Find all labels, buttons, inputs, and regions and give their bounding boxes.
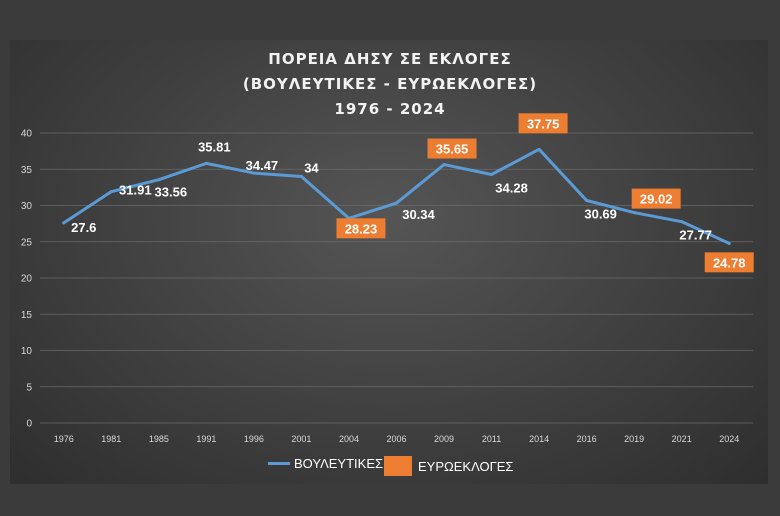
x-tick-label: 1985 — [149, 434, 169, 444]
data-label: 35.65 — [436, 142, 469, 157]
x-tick-label: 2019 — [624, 434, 644, 444]
data-point — [299, 175, 303, 178]
x-tick-label: 2021 — [672, 434, 692, 444]
legend-label-euro: ΕΥΡΩΕΚΛΟΓΕΣ — [418, 458, 514, 474]
y-tick-label: 20 — [21, 274, 33, 285]
data-point — [442, 163, 446, 167]
y-tick-label: 15 — [21, 310, 33, 321]
data-label: 27.77 — [679, 228, 712, 243]
data-label-box — [336, 218, 386, 239]
x-tick-label: 2001 — [291, 434, 311, 444]
data-label-box — [704, 252, 754, 273]
legend: ΒΟΥΛΕΥΤΙΚΕΣ ΕΥΡΩΕΚΛΟΓΕΣ — [0, 456, 780, 476]
data-point — [109, 190, 113, 194]
legend-label-parliamentary: ΒΟΥΛΕΥΤΙΚΕΣ — [294, 456, 384, 471]
data-point — [632, 211, 636, 215]
legend-item-euro: ΕΥΡΩΕΚΛΟΓΕΣ — [384, 456, 513, 476]
data-label: 27.6 — [71, 220, 96, 235]
y-tick-label: 35 — [21, 165, 33, 176]
x-tick-label: 1991 — [196, 434, 216, 444]
data-label: 30.34 — [402, 207, 435, 222]
x-tick-label: 1996 — [244, 434, 264, 444]
x-tick-label: 1981 — [101, 434, 121, 444]
data-label-box — [427, 138, 477, 159]
data-point — [252, 171, 256, 175]
chart-background — [10, 40, 768, 484]
data-point — [727, 241, 731, 245]
data-label: 31.91 — [119, 183, 152, 198]
legend-box-swatch — [384, 456, 412, 476]
data-label: 24.78 — [713, 255, 746, 270]
legend-line-swatch — [268, 462, 290, 465]
y-tick-label: 5 — [26, 382, 32, 393]
y-tick-label: 10 — [21, 346, 33, 357]
data-point — [585, 198, 589, 202]
x-tick-label: 2004 — [339, 434, 359, 444]
y-tick-label: 25 — [21, 237, 33, 248]
data-point — [204, 161, 208, 165]
y-tick-label: 0 — [26, 419, 32, 430]
data-label: 28.23 — [345, 221, 378, 236]
data-label-box — [631, 188, 681, 209]
data-label: 37.75 — [527, 116, 560, 131]
data-label-box — [518, 113, 568, 134]
data-label: 34.28 — [495, 180, 528, 195]
x-tick-label: 2009 — [434, 434, 454, 444]
y-tick-label: 30 — [21, 201, 33, 212]
x-tick-label: 1976 — [54, 434, 74, 444]
legend-item-parliamentary: ΒΟΥΛΕΥΤΙΚΕΣ — [268, 456, 383, 471]
data-label: 29.02 — [640, 192, 673, 207]
x-tick-label: 2024 — [719, 434, 739, 444]
data-point — [680, 220, 684, 224]
x-tick-label: 2016 — [577, 434, 597, 444]
data-label: 30.69 — [584, 206, 617, 221]
x-tick-label: 2011 — [482, 434, 501, 444]
data-label: 34.47 — [246, 158, 279, 173]
data-point — [537, 147, 541, 151]
y-tick-label: 40 — [21, 129, 33, 140]
chart-subtitle-years: 1976 - 2024 — [334, 100, 446, 118]
chart-title: ΠΟΡΕΙΑ ΔΗΣΥ ΣΕ ΕΚΛΟΓΕΣ — [268, 50, 512, 68]
data-point — [157, 178, 161, 182]
data-label: 35.81 — [198, 139, 231, 154]
data-point — [490, 172, 494, 176]
chart-subtitle: (ΒΟΥΛΕΥΤΙΚΕΣ - ΕΥΡΩΕΚΛΟΓΕΣ) — [242, 75, 538, 93]
data-label: 33.56 — [155, 185, 188, 200]
data-point — [62, 221, 66, 225]
data-point — [395, 201, 398, 205]
x-tick-label: 2014 — [529, 434, 549, 444]
data-label: 34 — [304, 161, 319, 176]
x-tick-label: 2006 — [386, 434, 406, 444]
